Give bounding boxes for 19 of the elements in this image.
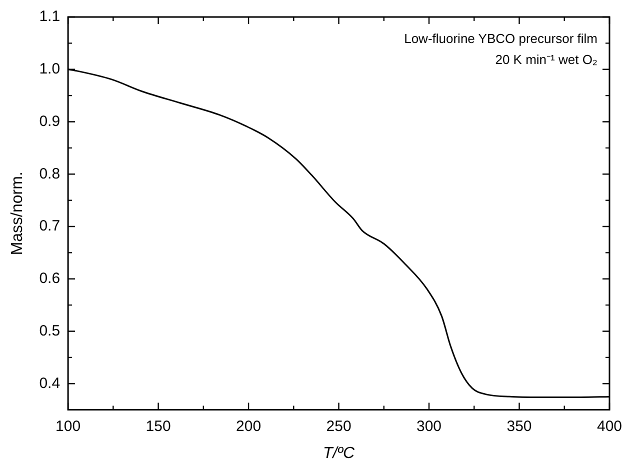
x-tick-label: 350 <box>506 418 532 435</box>
y-tick-label: 0.9 <box>39 112 60 130</box>
y-tick-label: 1.1 <box>39 8 60 26</box>
y-tick-label: 1.0 <box>39 60 60 78</box>
x-axis-title: T/ºC <box>322 444 356 462</box>
y-tick-label: 0.4 <box>39 374 60 392</box>
annotation: 20 K min⁻¹ wet O₂ <box>495 52 598 67</box>
y-tick-label: 0.6 <box>39 270 60 288</box>
x-tick-label: 300 <box>416 418 442 435</box>
x-tick-label: 200 <box>236 418 262 435</box>
x-tick-label: 150 <box>146 418 171 435</box>
y-tick-label: 0.8 <box>39 165 60 182</box>
y-axis-title: Mass/norm. <box>9 172 26 256</box>
y-tick-label: 0.7 <box>39 218 60 235</box>
annotation: Low-fluorine YBCO precursor film <box>404 31 598 46</box>
x-tick-label: 400 <box>596 418 622 435</box>
y-tick-label: 0.5 <box>39 322 60 340</box>
x-tick-label: 100 <box>56 418 81 435</box>
x-tick-label: 250 <box>326 418 352 435</box>
